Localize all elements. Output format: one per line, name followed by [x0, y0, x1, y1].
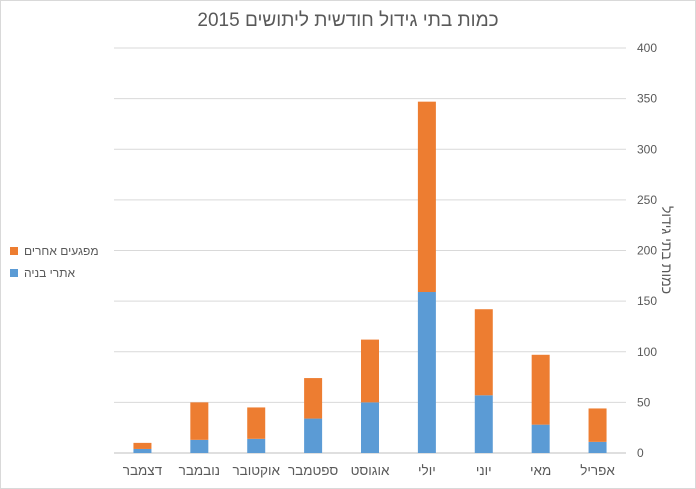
bar-other-hazards	[417, 101, 436, 293]
x-category-label: נובמבר	[179, 463, 220, 478]
x-category-label: יוני	[476, 463, 492, 478]
y-tick-label: 350	[637, 92, 657, 106]
x-category-label: דצמבר	[123, 463, 163, 478]
bar-other-hazards	[247, 407, 266, 439]
bar-construction-sites	[531, 424, 550, 453]
y-tick-label: 0	[637, 446, 644, 460]
legend-item-construction-sites: אתרי בניה	[10, 262, 110, 284]
legend-item-other-hazards: מפגעים אחרים	[10, 240, 110, 262]
legend: מפגעים אחרים אתרי בניה	[10, 240, 110, 284]
bar-construction-sites	[417, 292, 436, 453]
x-category-label: אוקטובר	[232, 463, 280, 478]
y-tick-label: 50	[637, 395, 651, 409]
x-category-label: יולי	[418, 463, 436, 478]
bar-other-hazards	[190, 402, 209, 440]
bar-other-hazards	[474, 309, 493, 396]
legend-label-construction-sites: אתרי בניה	[24, 266, 76, 280]
x-category-label: אפריל	[580, 463, 615, 478]
bar-construction-sites	[474, 395, 493, 453]
x-category-label: אוגוסט	[351, 463, 390, 478]
bar-other-hazards	[361, 339, 379, 403]
bar-construction-sites	[588, 441, 607, 453]
y-tick-label: 400	[637, 41, 657, 55]
y-axis-label: כמות בתי גידול	[659, 206, 675, 294]
legend-label-other-hazards: מפגעים אחרים	[24, 244, 99, 258]
x-category-label: ספטמבר	[288, 463, 338, 478]
bar-other-hazards	[588, 408, 607, 442]
bar-construction-sites	[247, 438, 266, 453]
y-tick-label: 300	[637, 142, 657, 156]
y-tick-label: 250	[637, 193, 657, 207]
legend-swatch-construction-sites	[10, 269, 18, 277]
y-tick-label: 100	[637, 345, 657, 359]
bars	[133, 101, 607, 453]
bar-construction-sites	[190, 439, 209, 453]
bar-construction-sites	[304, 418, 323, 453]
bar-construction-sites	[133, 448, 152, 453]
bar-construction-sites	[361, 402, 379, 453]
x-category-label: מאי	[530, 463, 551, 478]
y-tick-labels: 0 50 100 150 200 250 300 350 400	[637, 41, 657, 460]
bar-other-hazards	[531, 354, 550, 425]
y-tick-label: 150	[637, 294, 657, 308]
bar-other-hazards	[133, 442, 152, 449]
y-tick-label: 200	[637, 244, 657, 258]
x-category-labels: אפריל מאי יוני יולי אוגוסט ספטמבר אוקטובר נובמב…	[123, 463, 616, 478]
legend-swatch-other-hazards	[10, 247, 18, 255]
chart-title: כמות בתי גידול חודשית ליתושים 2015	[197, 10, 499, 31]
bar-other-hazards	[304, 378, 323, 419]
